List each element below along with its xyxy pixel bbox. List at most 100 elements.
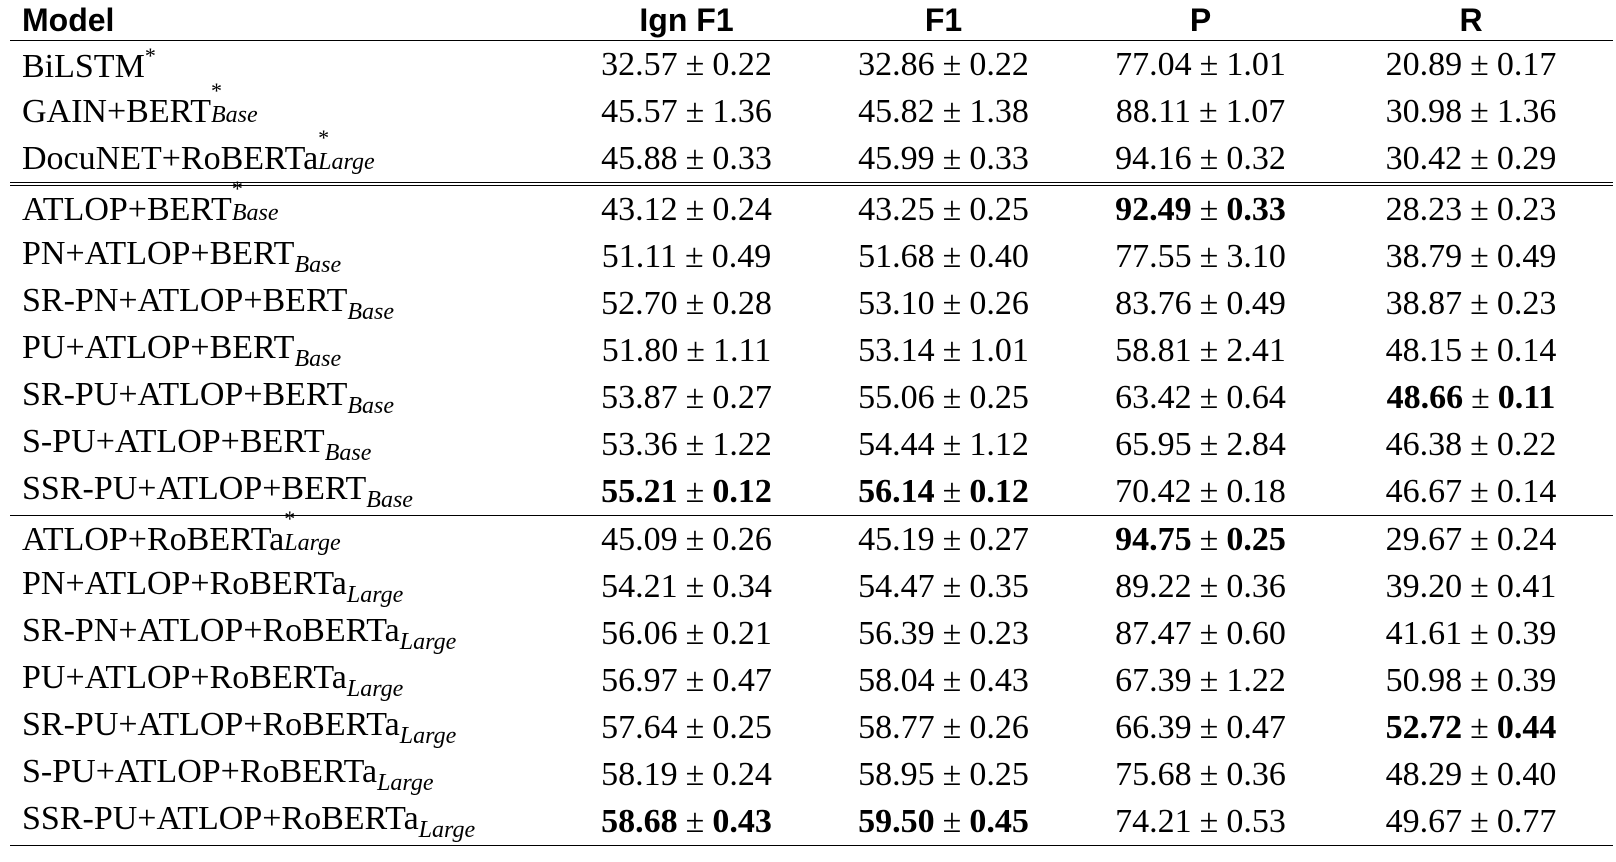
metric-cell-recall: 46.67 ±0.14: [1329, 468, 1613, 516]
model-superscript: *: [211, 78, 223, 103]
plus-minus-symbol: ±: [1199, 425, 1219, 463]
model-name-cell: SSR-PU+ATLOP+BERTBase: [10, 468, 558, 516]
metric-mean: 43.12: [601, 190, 678, 228]
metric-cell-ign-f1: 56.06 ±0.21: [558, 610, 815, 657]
metric-mean: 58.95: [858, 755, 935, 793]
table-row: PN+ATLOP+BERTBase 51.11 ±0.49 51.68 ±0.40 77.…: [10, 233, 1613, 280]
model-subscript: Large: [318, 149, 375, 175]
model-name-cell: ATLOP+RoBERTa * Large: [10, 506, 558, 563]
metric-mean: 30.42: [1385, 139, 1463, 177]
model-name: S-PU+ATLOP+BERT: [22, 422, 325, 460]
metric-cell-f1: 53.14 ±1.01: [815, 327, 1072, 374]
plus-minus-symbol: ±: [685, 520, 705, 558]
model-superscript: *: [318, 125, 330, 150]
metric-mean: 59.50: [858, 802, 935, 840]
plus-minus-symbol: ±: [1199, 708, 1219, 746]
metric-std: 1.07: [1225, 92, 1286, 130]
plus-minus-symbol: ±: [685, 139, 705, 177]
header-model: Model: [22, 1, 115, 38]
metric-std: 0.12: [712, 472, 772, 510]
model-subscript: Base: [211, 102, 258, 128]
metric-cell-precision: 94.16 ±0.32: [1072, 135, 1329, 184]
model-subscript: Base: [294, 345, 342, 372]
metric-cell-ign-f1: 43.12 ±0.24: [558, 182, 815, 233]
model-name-cell: PN+ATLOP+RoBERTaLarge: [10, 563, 558, 610]
model-name: SR-PU+ATLOP+BERT: [22, 375, 348, 413]
metric-std: 0.43: [969, 661, 1029, 699]
plus-minus-symbol: ±: [1199, 520, 1219, 558]
metric-std: 0.26: [969, 708, 1029, 746]
metric-std: 0.25: [969, 755, 1029, 793]
metric-cell-precision: 87.47 ±0.60: [1072, 610, 1329, 657]
metric-std: 1.36: [712, 92, 772, 130]
metric-std: 0.26: [969, 284, 1029, 322]
metric-mean: 58.19: [601, 755, 678, 793]
plus-minus-symbol: ±: [942, 237, 962, 275]
table-row: GAIN+BERT * Base 45.57 ±1.36 45.82 ±1.38 88.11 ±…: [10, 78, 1613, 135]
metric-mean: 45.57: [601, 92, 678, 130]
metric-mean: 46.38: [1385, 425, 1463, 463]
table-row: PU+ATLOP+BERTBase 51.80 ±1.11 53.14 ±1.01 58.…: [10, 327, 1613, 374]
table-row: DocuNET+RoBERTa * Large 45.88 ±0.33 45.99 ±0.3…: [10, 125, 1613, 184]
metric-std: 0.29: [1496, 139, 1557, 177]
metric-mean: 67.39: [1115, 661, 1192, 699]
metric-cell-ign-f1: 45.88 ±0.33: [558, 135, 815, 184]
plus-minus-symbol: ±: [942, 755, 962, 793]
metric-mean: 75.68: [1115, 755, 1192, 793]
model-script-group: * Base: [232, 176, 296, 226]
metric-mean: 92.49: [1115, 190, 1192, 228]
metric-std: 1.11: [712, 331, 772, 369]
metric-cell-precision: 89.22 ±0.36: [1072, 563, 1329, 610]
metric-cell-recall: 38.79 ±0.49: [1329, 233, 1613, 280]
metric-cell-ign-f1: 54.21 ±0.34: [558, 563, 815, 610]
metric-mean: 48.66: [1386, 378, 1464, 416]
model-subscript: Large: [377, 769, 434, 796]
plus-minus-symbol: ±: [685, 802, 705, 840]
results-table: Model Ign F1 F1 P R BiLSTM* 32.57 ±0.22 32.…: [10, 0, 1613, 846]
metric-mean: 56.14: [858, 472, 935, 510]
metric-mean: 45.82: [858, 92, 935, 130]
metric-std: 0.21: [712, 614, 772, 652]
metric-std: 0.12: [969, 472, 1029, 510]
metric-mean: 54.47: [858, 567, 935, 605]
model-subscript: Base: [294, 251, 342, 278]
metric-mean: 43.25: [858, 190, 935, 228]
metric-cell-f1: 45.19 ±0.27: [815, 515, 1072, 563]
metric-std: 0.43: [712, 802, 772, 840]
metric-std: 0.23: [969, 614, 1029, 652]
metric-std: 0.77: [1496, 802, 1557, 840]
metric-cell-f1: 54.44 ±1.12: [815, 421, 1072, 468]
metric-mean: 57.64: [601, 708, 678, 746]
metric-cell-recall: 28.23 ±0.23: [1329, 182, 1613, 233]
metric-std: 0.33: [712, 139, 772, 177]
metric-mean: 58.81: [1115, 331, 1192, 369]
model-name: SR-PN+ATLOP+BERT: [22, 281, 348, 319]
metric-mean: 20.89: [1385, 45, 1463, 83]
metric-mean: 83.76: [1115, 284, 1192, 322]
model-subscript: Base: [231, 200, 279, 226]
model-name-cell: PN+ATLOP+BERTBase: [10, 233, 558, 280]
metric-std: 0.32: [1226, 139, 1286, 177]
metric-std: 0.49: [711, 237, 772, 275]
metric-cell-f1: 45.99 ±0.33: [815, 135, 1072, 184]
plus-minus-symbol: ±: [1470, 614, 1489, 652]
metric-cell-precision: 92.49 ±0.33: [1072, 182, 1329, 233]
metric-std: 0.22: [969, 45, 1029, 83]
metric-std: 0.60: [1226, 614, 1286, 652]
metric-cell-precision: 74.21 ±0.53: [1072, 798, 1329, 846]
metric-std: 0.25: [1226, 520, 1286, 558]
metric-mean: 65.95: [1115, 425, 1192, 463]
metric-cell-precision: 66.39 ±0.47: [1072, 704, 1329, 751]
metric-mean: 53.36: [601, 425, 678, 463]
metric-cell-f1: 43.25 ±0.25: [815, 182, 1072, 233]
plus-minus-symbol: ±: [1470, 661, 1489, 699]
metric-mean: 77.55: [1115, 237, 1192, 275]
metric-std: 0.22: [1496, 425, 1557, 463]
plus-minus-symbol: ±: [942, 567, 962, 605]
plus-minus-symbol: ±: [1199, 237, 1219, 275]
metric-cell-ign-f1: 45.57 ±1.36: [558, 88, 815, 135]
metric-std: 0.27: [712, 378, 772, 416]
plus-minus-symbol: ±: [1199, 567, 1219, 605]
plus-minus-symbol: ±: [942, 45, 962, 83]
metric-mean: 55.06: [858, 378, 935, 416]
